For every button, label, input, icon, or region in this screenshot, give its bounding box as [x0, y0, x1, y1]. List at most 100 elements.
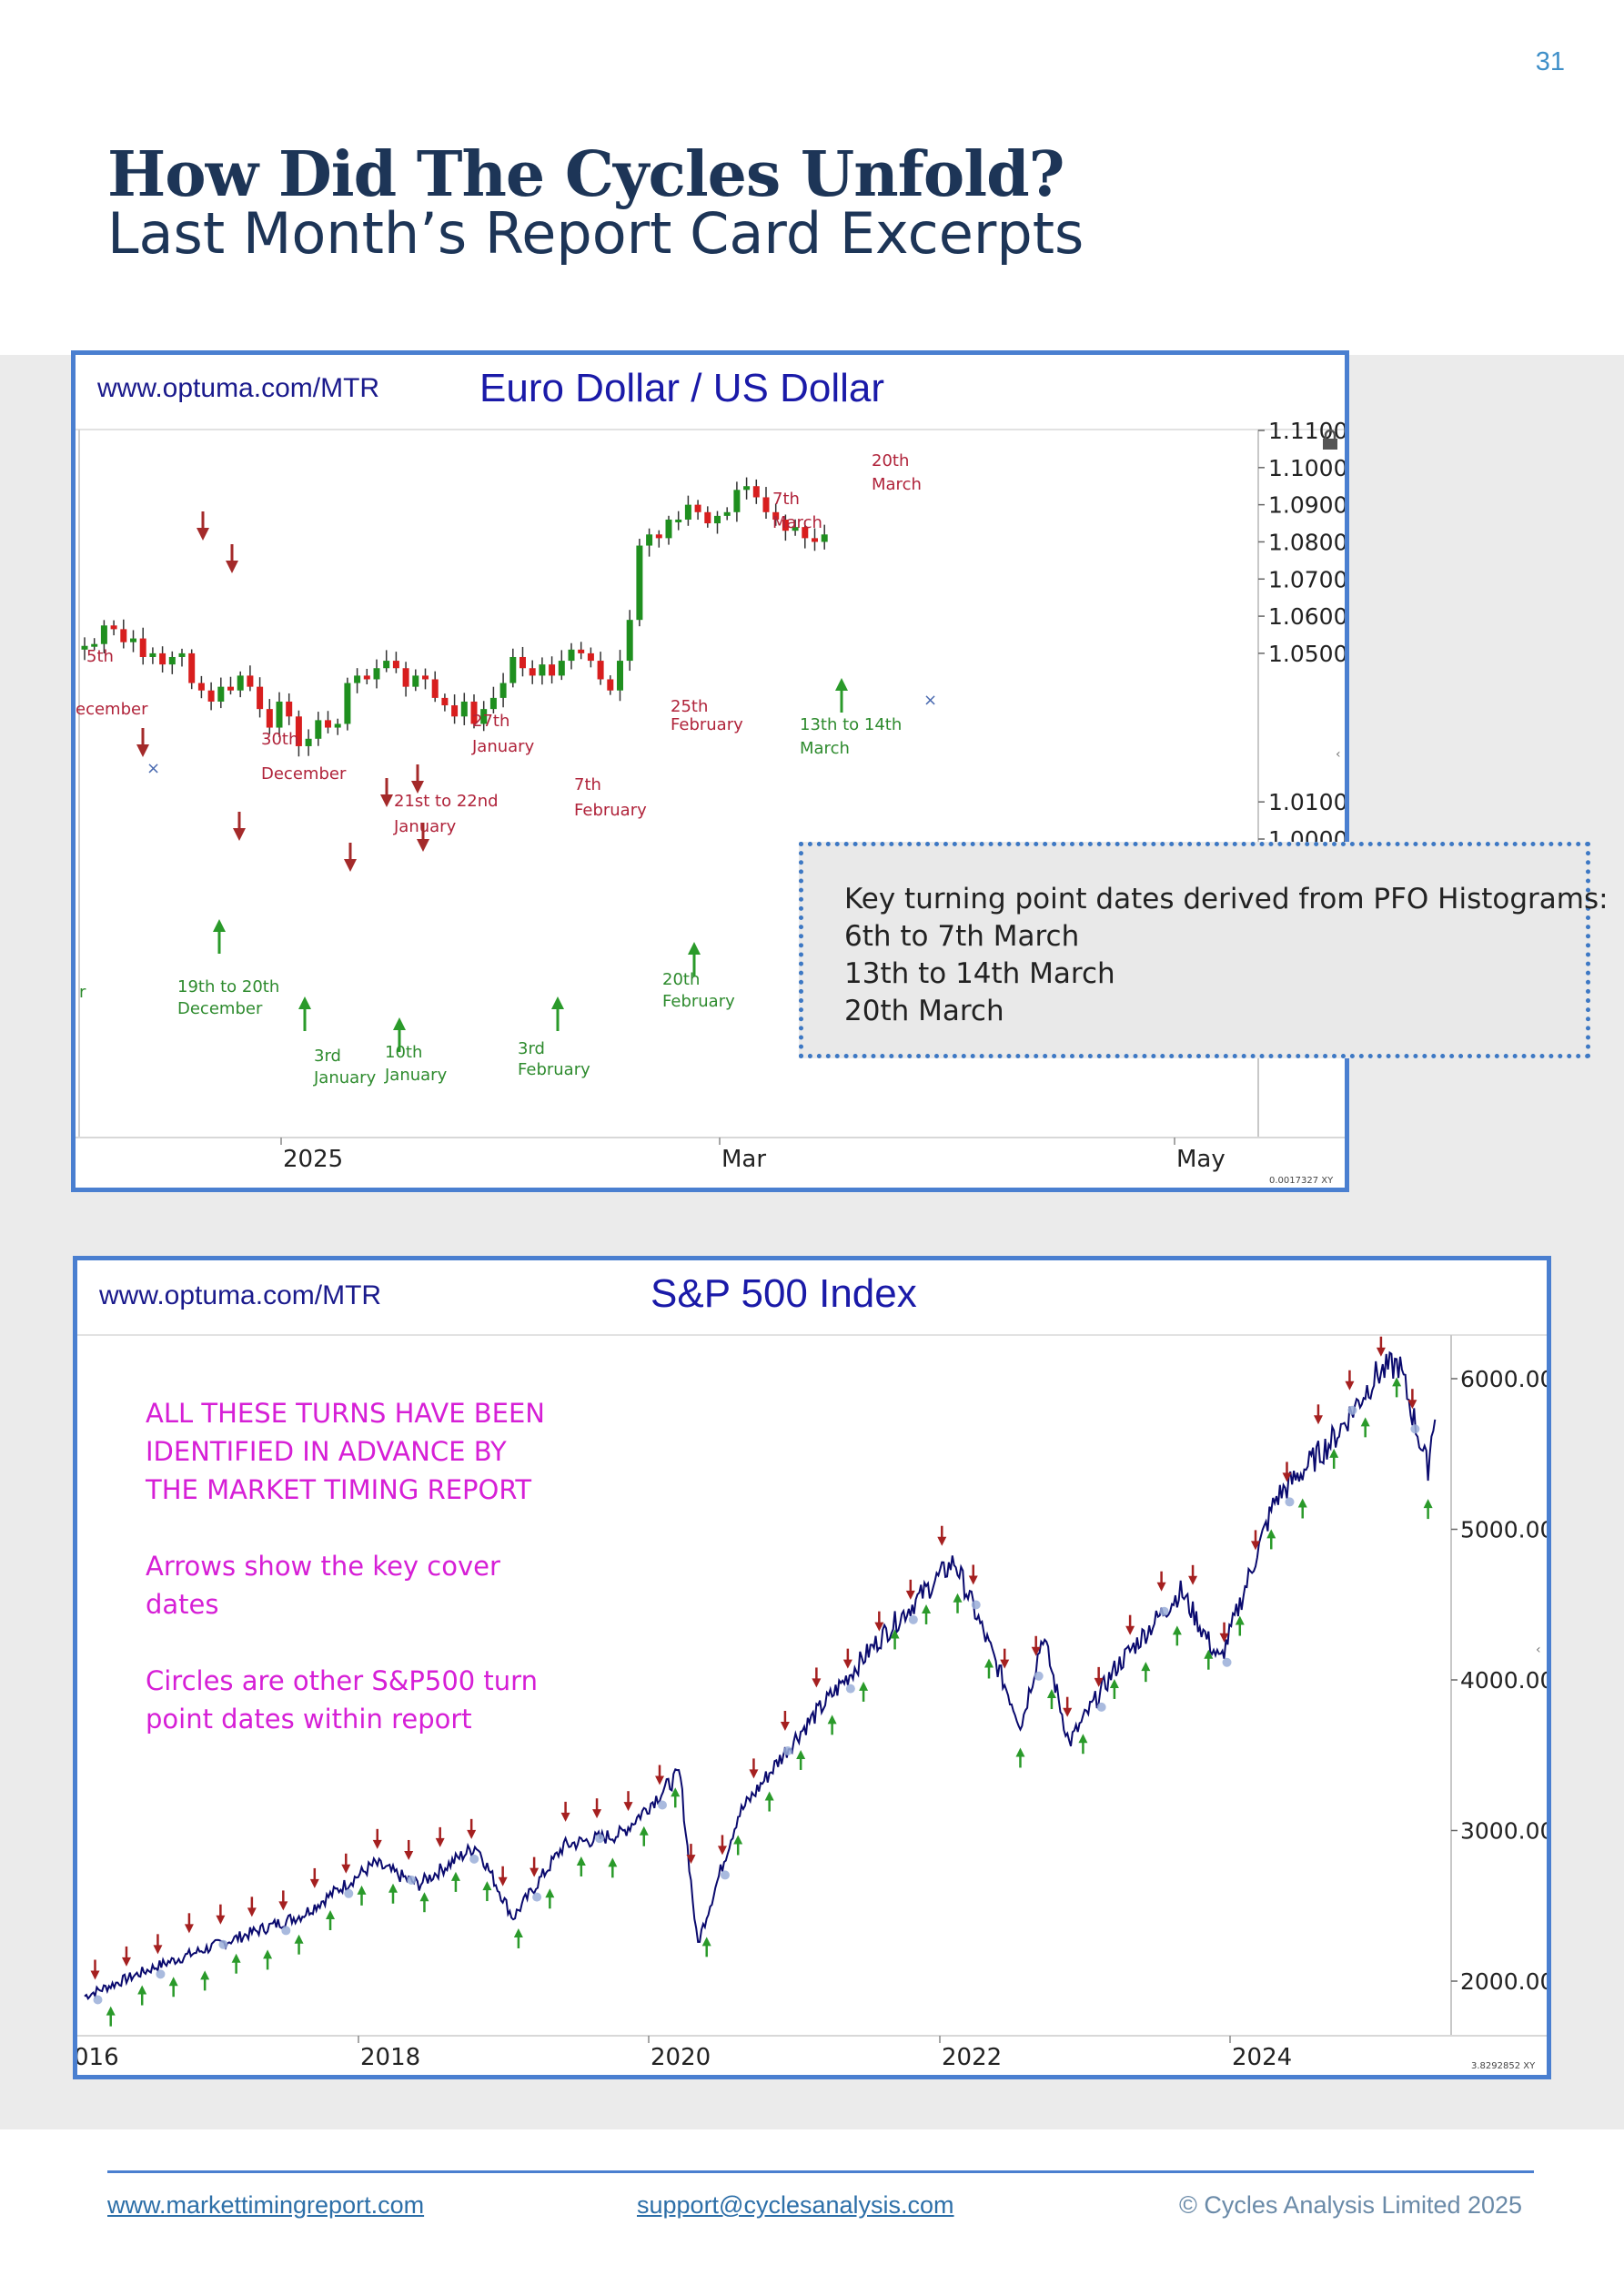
turn-point-circle: [93, 1995, 103, 2005]
top-annotation-label: ecember: [76, 700, 148, 719]
candle-body: [110, 625, 117, 630]
candle-body: [821, 534, 828, 542]
up-arrow-icon: [231, 1953, 241, 1963]
candle-body: [675, 519, 682, 522]
up-arrow-icon: [1204, 1649, 1214, 1659]
bottom-annotation-label: January: [384, 1066, 448, 1085]
up-arrow-icon: [835, 678, 848, 691]
x-tick-label: 2025: [283, 1146, 343, 1173]
candle-body: [762, 497, 770, 512]
x-tick-label: 016: [77, 2044, 119, 2071]
down-arrow-icon: [467, 1829, 477, 1839]
spx-chart-svg: ALL THESE TURNS HAVE BEEN IDENTIFIED IN A…: [77, 1334, 1547, 2071]
down-arrow-icon: [874, 1622, 884, 1632]
candle-body: [684, 504, 691, 520]
candle-body: [237, 675, 244, 691]
candle-body: [549, 664, 556, 676]
up-arrow-icon: [326, 1910, 336, 1920]
bottom-annotation-label: 13th to 14th: [800, 715, 902, 734]
down-arrow-icon: [1094, 1677, 1104, 1687]
turn-point-circle: [658, 1800, 668, 1810]
up-arrow-icon: [1172, 1625, 1182, 1635]
turn-point-circle: [532, 1892, 542, 1902]
top-annotation-label: February: [574, 801, 647, 820]
candle-body: [470, 701, 478, 724]
candle-body: [130, 638, 136, 642]
down-arrow-icon: [1251, 1541, 1261, 1551]
down-arrow-icon: [530, 1867, 540, 1877]
down-arrow-icon: [623, 1802, 633, 1812]
bottom-annotation-label: February: [518, 1060, 590, 1079]
candle-body: [441, 697, 449, 706]
chart-note-text: Circles are other S&P500 turn: [146, 1665, 538, 1696]
candle-body: [207, 690, 215, 702]
spx-chart-title: S&P 500 Index: [651, 1271, 917, 1316]
candle-body: [257, 686, 264, 710]
candle-body: [782, 519, 789, 531]
down-arrow-icon: [341, 1864, 351, 1874]
collapse-chevron-icon[interactable]: ‹: [1536, 1643, 1541, 1657]
candle-body: [188, 652, 196, 683]
down-arrow-icon: [498, 1876, 508, 1886]
bottom-annotation-label: 3rd: [518, 1039, 545, 1058]
candle-body: [704, 511, 711, 524]
down-arrow-icon: [717, 1846, 727, 1856]
candle-body: [344, 683, 351, 724]
candle-body: [178, 652, 186, 657]
email-link[interactable]: support@cyclesanalysis.com: [637, 2191, 954, 2219]
up-arrow-icon: [983, 1658, 994, 1668]
website-link[interactable]: www.markettimingreport.com: [107, 2191, 425, 2219]
key-box-line: 20th March: [844, 995, 1004, 1027]
candle-body: [325, 720, 331, 728]
down-arrow-icon: [1000, 1659, 1010, 1669]
down-arrow-icon: [749, 1769, 759, 1779]
candle-body: [305, 738, 312, 746]
euro-chart-brand: www.optuma.com/MTR: [97, 373, 380, 403]
bottom-annotation-label: February: [662, 992, 735, 1011]
candle-body: [276, 701, 283, 728]
chart-note-text: dates: [146, 1589, 219, 1620]
candle-body: [168, 656, 176, 665]
up-arrow-icon: [1392, 1377, 1402, 1387]
down-arrow-icon: [372, 1839, 382, 1849]
up-arrow-icon: [827, 1714, 837, 1725]
y-tick-label: 1.0800: [1268, 529, 1345, 555]
up-arrow-icon: [213, 919, 226, 932]
candle-body: [149, 652, 156, 657]
y-tick-label: 3000.00: [1460, 1818, 1547, 1845]
x-tick-label: Mar: [721, 1146, 766, 1173]
up-arrow-icon: [1297, 1498, 1307, 1508]
up-arrow-icon: [545, 1888, 555, 1898]
down-arrow-icon: [309, 1878, 319, 1888]
down-arrow-icon: [560, 1812, 570, 1822]
turn-point-circle: [469, 1854, 479, 1864]
up-arrow-icon: [671, 1787, 681, 1797]
bottom-annotation-label: r: [79, 983, 86, 1002]
key-box-line: 13th to 14th March: [844, 957, 1115, 990]
turn-point-circle: [407, 1875, 417, 1885]
y-tick-label: 2000.00: [1460, 1968, 1547, 1995]
down-arrow-icon: [1313, 1415, 1323, 1425]
candle-body: [489, 697, 497, 710]
top-annotation-label: February: [671, 715, 743, 734]
up-arrow-icon: [1046, 1689, 1056, 1699]
candle-body: [499, 683, 507, 698]
candle-body: [752, 486, 760, 498]
collapse-chevron-icon[interactable]: ‹: [1336, 747, 1341, 762]
up-arrow-icon: [1078, 1734, 1088, 1744]
up-arrow-icon: [419, 1892, 429, 1902]
turn-point-circle: [845, 1684, 855, 1694]
down-arrow-icon: [780, 1721, 790, 1731]
candle-body: [665, 519, 672, 539]
down-arrow-icon: [1188, 1575, 1198, 1585]
down-arrow-icon: [435, 1837, 445, 1847]
turn-point-circle: [720, 1870, 730, 1880]
up-arrow-icon: [294, 1934, 304, 1944]
up-arrow-icon: [551, 996, 564, 1009]
copyright-text: © Cycles Analysis Limited 2025: [1179, 2191, 1523, 2219]
down-arrow-icon: [380, 794, 393, 807]
candle-body: [714, 515, 721, 524]
top-annotation-label: 5th: [86, 647, 114, 666]
candle-body: [578, 649, 585, 653]
up-arrow-icon: [1423, 1499, 1433, 1509]
